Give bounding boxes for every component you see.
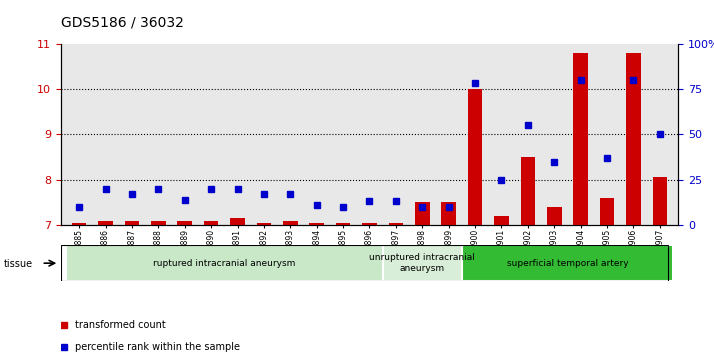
Bar xyxy=(362,223,377,225)
Bar xyxy=(573,53,588,225)
Bar xyxy=(626,53,640,225)
Text: unruptured intracranial
aneurysm: unruptured intracranial aneurysm xyxy=(369,253,476,273)
Bar xyxy=(125,220,139,225)
Bar xyxy=(204,220,218,225)
Bar xyxy=(521,157,535,225)
Bar xyxy=(178,220,192,225)
Bar xyxy=(494,216,508,225)
Bar xyxy=(600,198,614,225)
Bar xyxy=(462,245,673,281)
Bar xyxy=(415,203,430,225)
Bar xyxy=(547,207,561,225)
Bar xyxy=(283,220,298,225)
Text: superficial temporal artery: superficial temporal artery xyxy=(507,259,628,268)
Bar xyxy=(151,220,166,225)
Bar xyxy=(99,220,113,225)
Bar xyxy=(653,178,667,225)
Bar xyxy=(468,89,483,225)
Bar xyxy=(309,223,324,225)
Bar xyxy=(388,223,403,225)
Text: percentile rank within the sample: percentile rank within the sample xyxy=(75,342,240,352)
Text: transformed count: transformed count xyxy=(75,320,166,330)
Text: GDS5186 / 36032: GDS5186 / 36032 xyxy=(61,15,183,29)
Text: tissue: tissue xyxy=(4,259,33,269)
Text: ruptured intracranial aneurysm: ruptured intracranial aneurysm xyxy=(153,259,296,268)
Bar xyxy=(256,223,271,225)
Bar xyxy=(383,245,462,281)
Bar xyxy=(72,223,86,225)
Bar xyxy=(66,245,383,281)
Bar xyxy=(231,218,245,225)
Bar xyxy=(336,223,351,225)
Bar xyxy=(441,203,456,225)
